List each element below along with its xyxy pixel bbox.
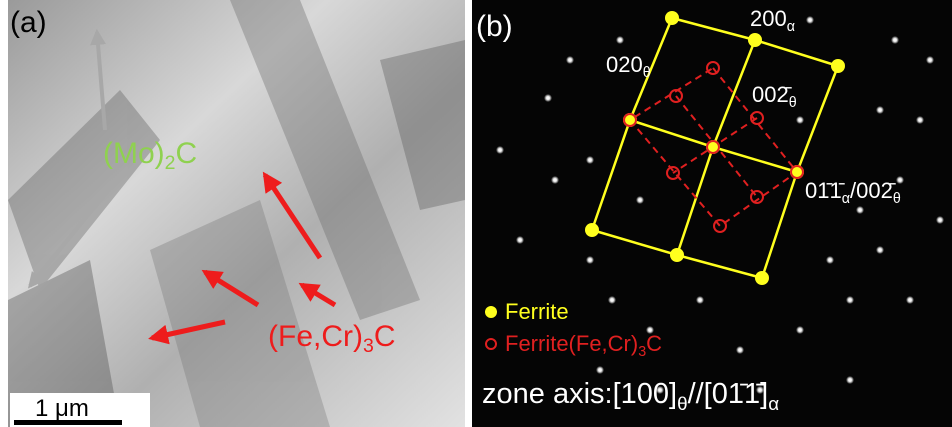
spot: [796, 326, 804, 334]
spot: [586, 256, 594, 264]
text: (Mo): [103, 137, 165, 170]
spot: [544, 94, 552, 102]
text: Ferrite(Fe,Cr): [505, 331, 638, 356]
text: zone axis:[100]: [482, 378, 677, 410]
panel-label: (b): [476, 10, 513, 43]
spot: [936, 216, 944, 224]
spot: [736, 346, 744, 354]
page: {"panel_a": {"label": "(a)", "mo2c": ["(…: [0, 0, 952, 427]
spot: [516, 236, 524, 244]
zone-axis: zone axis:[100]θ//[01̄1̄]α: [482, 378, 779, 414]
text: 200: [750, 6, 787, 31]
spot: [496, 146, 504, 154]
spot: [891, 36, 899, 44]
text: 020: [606, 52, 643, 77]
text: C: [176, 137, 198, 170]
scale-label: 1 μm: [35, 395, 89, 422]
subscript: θ: [789, 95, 797, 111]
ferrite-spot: [665, 11, 679, 25]
scale-bar: [14, 420, 122, 425]
spot: [596, 366, 604, 374]
spot: [608, 296, 616, 304]
spot: [876, 106, 884, 114]
text: C: [646, 331, 662, 356]
subscript: 3: [638, 344, 646, 360]
spot: [636, 196, 644, 204]
spot: [846, 376, 854, 384]
text: 01̄1̄: [805, 178, 845, 203]
ferrite-spot: [670, 248, 684, 262]
panel-a: (a) (Mo)2C (Fe,Cr)3C 1 μm: [8, 0, 465, 427]
spot: [566, 56, 574, 64]
diffraction-pattern: [472, 0, 952, 427]
phase-label: (Mo)2C: [103, 137, 197, 174]
spot: [616, 36, 624, 44]
ferrite-spot: [831, 59, 845, 73]
spot: [826, 256, 834, 264]
subscript: θ: [893, 191, 901, 207]
subscript: α: [787, 19, 795, 35]
spot: [896, 176, 904, 184]
ferrite-spot: [755, 271, 769, 285]
subscript: 3: [363, 335, 374, 357]
text: (Fe,Cr): [268, 320, 363, 353]
text: //[01̄1̄]: [688, 378, 769, 410]
ferrite-spot: [585, 223, 599, 237]
subscript: α: [768, 393, 779, 414]
subscript: θ: [643, 65, 651, 81]
spot: [906, 296, 914, 304]
spot: [846, 296, 854, 304]
spot-label: 01̄1̄α/002̄θ: [805, 178, 901, 207]
spot: [916, 116, 924, 124]
legend-marker: [485, 306, 497, 318]
subscript: θ: [677, 393, 687, 414]
spot: [806, 16, 814, 24]
spot: [551, 176, 559, 184]
panel-b: (b) 200α 020θ 002̄θ 01̄1̄α/002̄θ Ferrite…: [472, 0, 952, 427]
figure: (a) (Mo)2C (Fe,Cr)3C 1 μm (b): [0, 0, 952, 427]
spot: [696, 296, 704, 304]
ferrite-spot: [748, 33, 762, 47]
phase-label: (Fe,Cr)3C: [268, 320, 396, 357]
spot: [876, 246, 884, 254]
legend-label: Ferrite: [505, 299, 569, 324]
text: 002̄: [752, 82, 792, 107]
panel-label: (a): [10, 6, 47, 39]
spot: [586, 156, 594, 164]
spot: [926, 56, 934, 64]
spot: [856, 206, 864, 214]
text: C: [374, 320, 396, 353]
subscript: 2: [165, 152, 176, 174]
text: /002̄: [850, 178, 896, 203]
spot: [796, 116, 804, 124]
subscript: α: [842, 191, 850, 207]
